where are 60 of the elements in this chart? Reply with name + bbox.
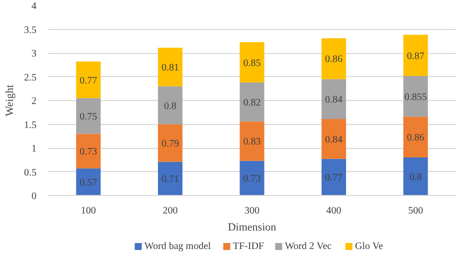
data-label: 0.79: [161, 138, 179, 150]
y-tick-label: 1.5: [24, 120, 36, 131]
data-label: 0.75: [80, 111, 98, 122]
bar: [322, 38, 346, 80]
bar: [158, 124, 182, 162]
data-label: 0.85: [243, 58, 261, 69]
y-tick-label: 0.5: [24, 167, 36, 178]
data-label: 0.84: [325, 94, 343, 106]
x-axis-title: Dimension: [228, 222, 277, 234]
bar: [76, 134, 101, 168]
data-label: 0.8: [164, 100, 176, 112]
x-tick-label: 500: [408, 206, 424, 216]
y-tick-label: 4: [32, 1, 36, 12]
x-tick-label: 100: [80, 206, 96, 216]
bar: [240, 160, 264, 196]
data-label: 0.73: [243, 174, 261, 185]
bar: [76, 62, 101, 98]
y-tick-label: 0: [32, 191, 36, 202]
data-label: 0.86: [325, 54, 343, 66]
data-label: 0.8: [409, 172, 422, 183]
legend-label: Glo Ve: [355, 241, 384, 252]
data-label: 0.855: [404, 92, 427, 103]
bar: [322, 119, 346, 159]
data-label: 0.57: [80, 177, 98, 188]
y-tick-label: 2: [32, 96, 36, 107]
bar: [240, 121, 264, 161]
bar: [76, 168, 101, 196]
y-tick-label: 3: [32, 48, 36, 60]
x-tick-label: 400: [326, 206, 342, 216]
data-label: 0.86: [406, 132, 424, 144]
legend-label: TF-IDF: [232, 241, 264, 252]
bar: [240, 82, 264, 122]
bar: [158, 162, 182, 196]
data-label: 0.84: [325, 134, 343, 146]
data-label: 0.77: [325, 172, 343, 184]
data-label: 0.87: [406, 50, 424, 62]
bar: [403, 76, 428, 117]
bar: [403, 158, 428, 196]
data-label: 0.71: [161, 174, 179, 186]
bar: [403, 116, 428, 158]
data-label: 0.83: [243, 136, 261, 148]
bar: [158, 48, 182, 86]
data-label: 0.82: [243, 97, 261, 108]
data-label: 0.81: [161, 62, 179, 74]
bar: [76, 98, 101, 134]
y-axis-title: Weight: [4, 84, 16, 116]
data-label: 0.73: [80, 146, 98, 158]
x-tick-label: 300: [244, 206, 260, 216]
bar: [158, 86, 182, 124]
bar: [322, 158, 346, 196]
bar: [240, 42, 264, 82]
data-label: 0.77: [80, 75, 98, 86]
bar: [403, 34, 428, 76]
bar: [322, 79, 346, 120]
legend-label: Word 2 Vec: [284, 241, 332, 252]
y-tick-label: 1: [32, 144, 36, 154]
x-tick-label: 200: [162, 206, 178, 216]
y-tick-label: 3.5: [24, 24, 36, 36]
y-tick-label: 2.5: [24, 72, 36, 84]
legend-label: Word bag model: [144, 241, 212, 252]
